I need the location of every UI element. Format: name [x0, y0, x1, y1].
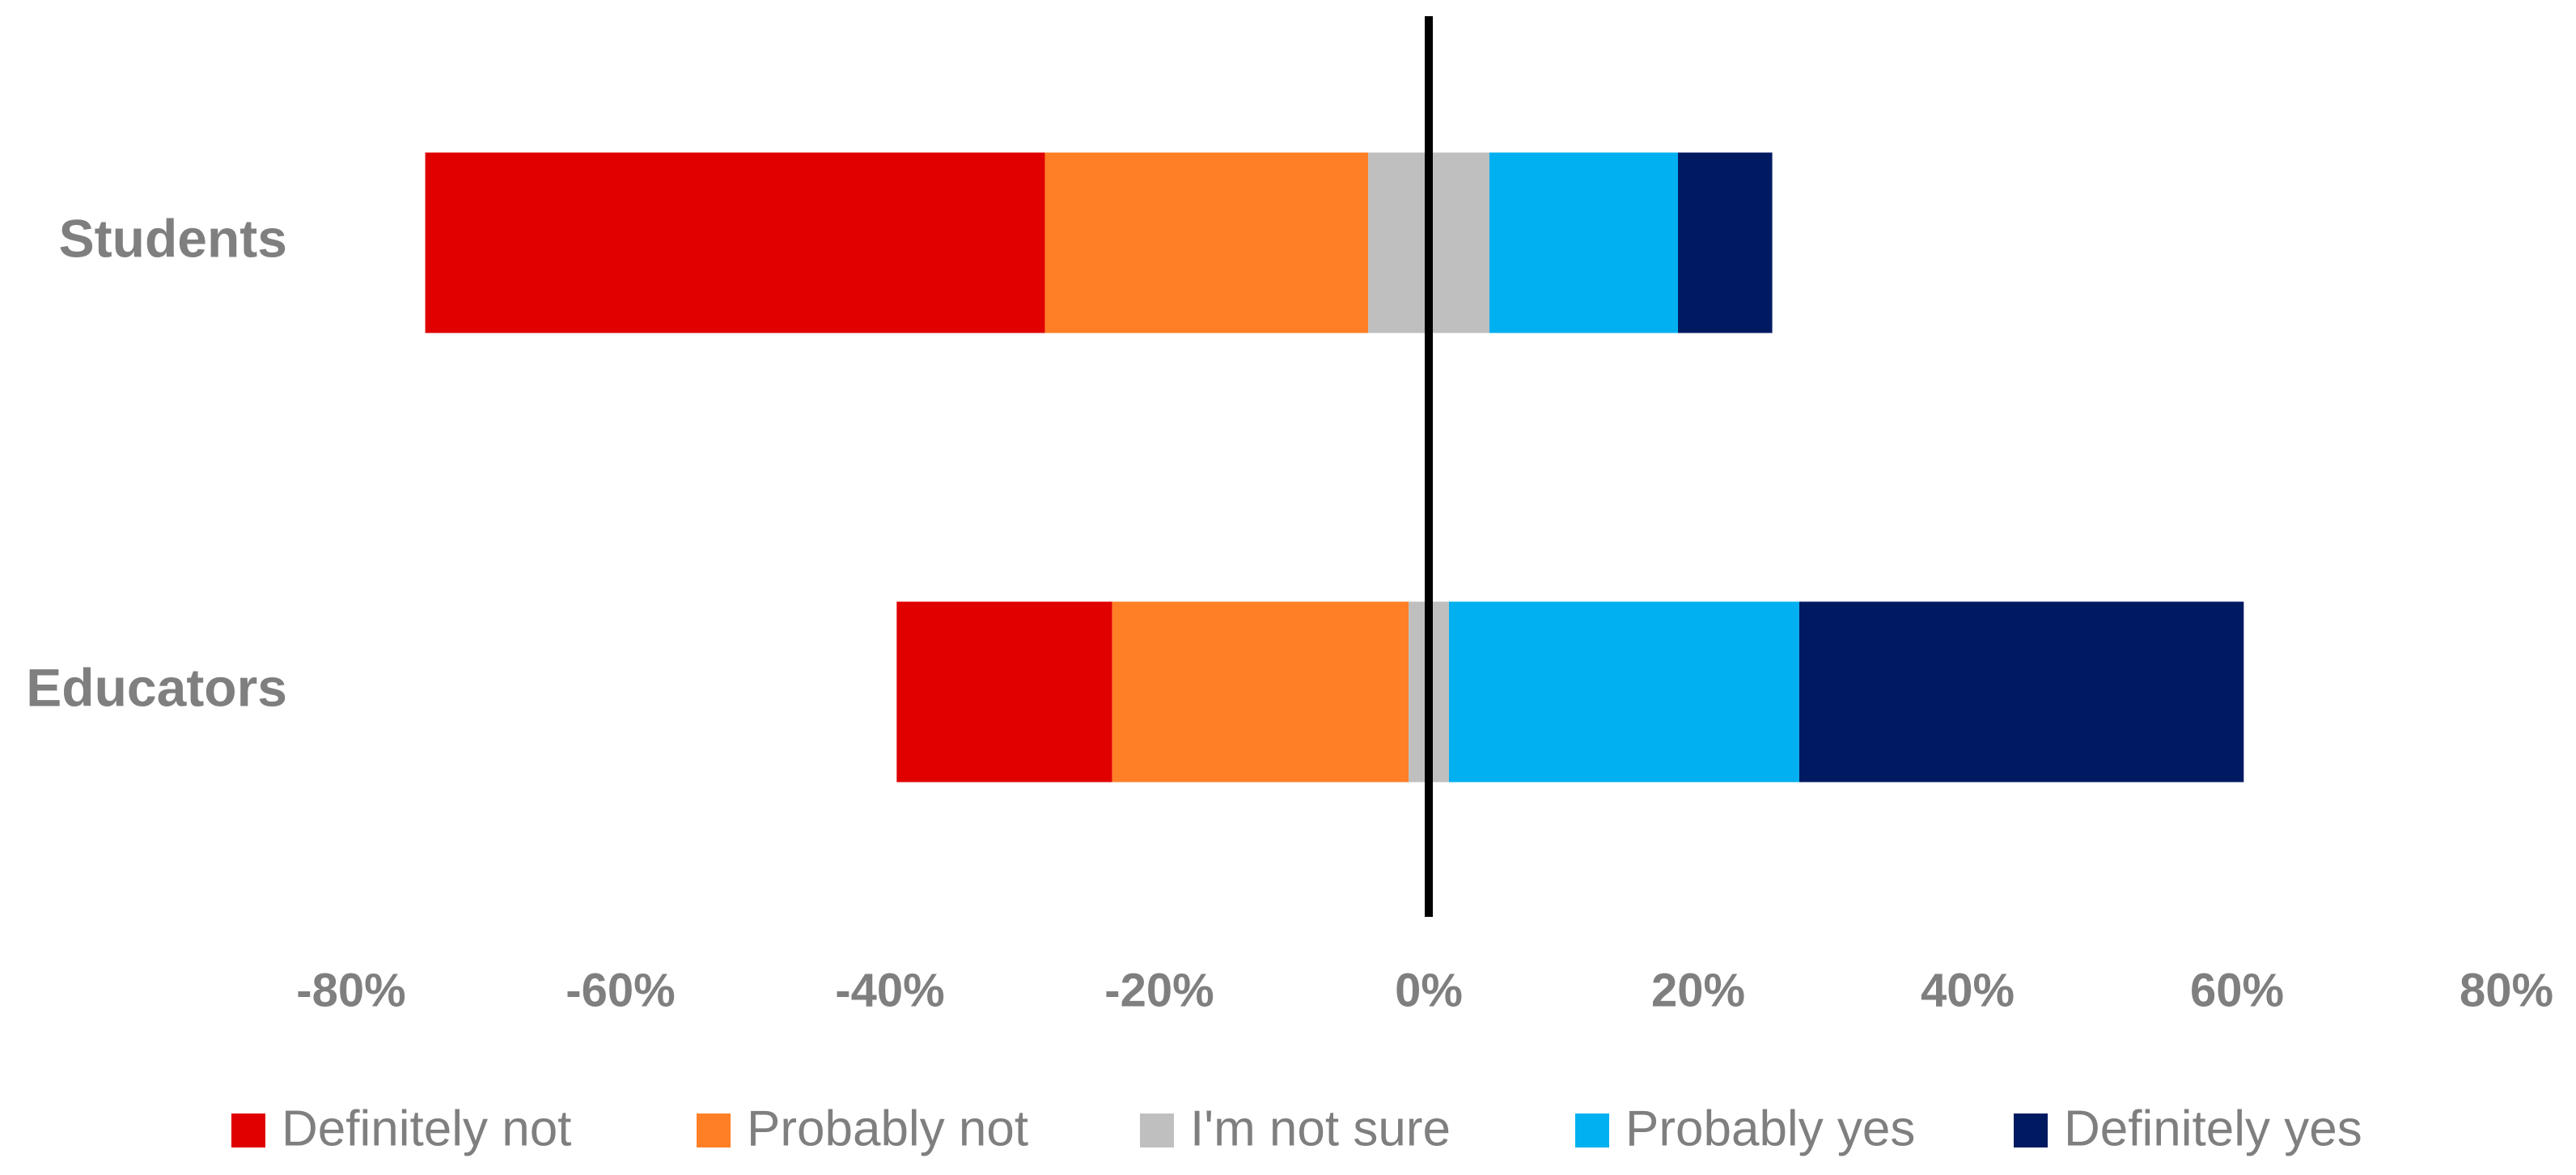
legend-swatch [231, 1113, 265, 1147]
x-tick-label: 40% [1921, 964, 2015, 1016]
bar-segment [425, 152, 1045, 333]
x-tick-label: -40% [835, 964, 944, 1016]
bar-segment [1799, 601, 2244, 783]
legend-swatch [1575, 1113, 1609, 1147]
x-tick-label: 20% [1651, 964, 1745, 1016]
bar-segment [1489, 152, 1679, 333]
legend-label: Definitely yes [2064, 1101, 2362, 1156]
bar-segment [1678, 152, 1773, 333]
x-tick-label: -20% [1104, 964, 1214, 1016]
legend-swatch [697, 1113, 731, 1147]
bar-segment [1112, 601, 1409, 783]
category-label: Students [59, 208, 287, 268]
legend-label: Definitely not [282, 1101, 571, 1156]
x-tick-label: 60% [2190, 964, 2284, 1016]
legend-swatch [1140, 1113, 1174, 1147]
legend-swatch [2014, 1113, 2048, 1147]
legend-label: I'm not sure [1190, 1101, 1451, 1156]
legend-label: Probably yes [1625, 1101, 1915, 1156]
x-tick-label: 0% [1395, 964, 1463, 1016]
legend-label: Probably not [747, 1101, 1028, 1156]
x-tick-label: 80% [2459, 964, 2553, 1016]
bar-segment [1448, 601, 1799, 783]
x-tick-label: -60% [566, 964, 675, 1016]
bar-segment [896, 601, 1112, 783]
x-tick-label: -80% [296, 964, 405, 1016]
category-label: Educators [26, 657, 287, 717]
bar-segment [1044, 152, 1369, 333]
